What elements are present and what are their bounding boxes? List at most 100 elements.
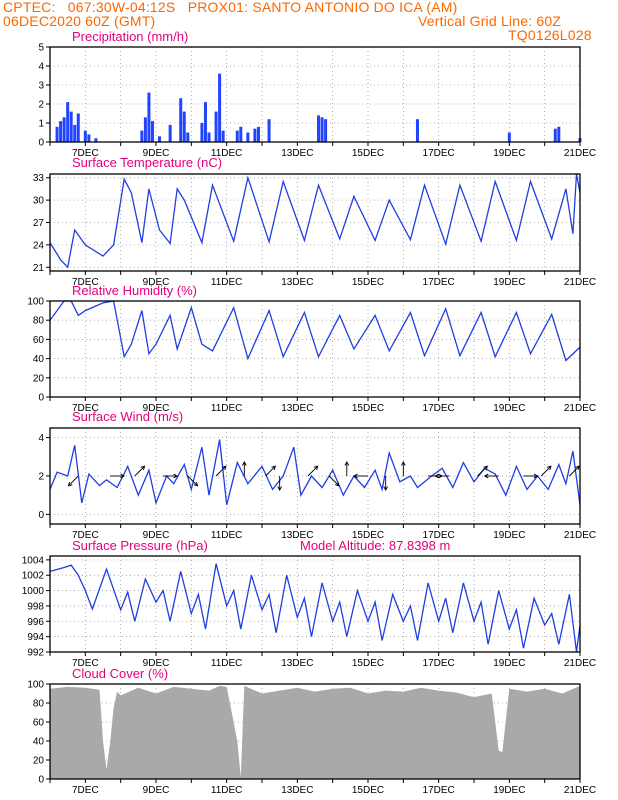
x-tick-label: 7DEC xyxy=(72,277,99,288)
precip-bar xyxy=(246,132,250,142)
x-tick-label: 13DEC xyxy=(281,530,313,541)
precip-bar xyxy=(235,130,239,142)
precip-bar xyxy=(507,132,511,142)
y-tick-label: 100 xyxy=(27,680,44,691)
precip-bar xyxy=(94,138,98,142)
panel-frame xyxy=(49,555,581,653)
header-grid-note: Vertical Grid Line: 60Z xyxy=(418,13,562,29)
wind-arrow xyxy=(328,475,340,487)
precip-bar xyxy=(221,130,225,142)
wind-arrow xyxy=(134,465,145,477)
y-tick-label: 0 xyxy=(38,510,44,521)
panel-title-humidity: Relative Humidity (%) xyxy=(72,283,197,298)
y-tick-label: 20 xyxy=(33,373,45,384)
y-tick-label: 998 xyxy=(27,601,44,612)
y-tick-label: 3 xyxy=(38,81,44,92)
wind-arrow xyxy=(307,465,319,477)
x-tick-label: 19DEC xyxy=(493,530,525,541)
x-tick-label: 11DEC xyxy=(211,277,243,288)
precip-bar xyxy=(55,126,59,142)
wind-arrow xyxy=(540,465,552,477)
x-tick-label: 15DEC xyxy=(352,530,384,541)
precip-bar xyxy=(76,113,80,142)
y-tick-label: 60 xyxy=(33,335,45,346)
panel-title-pressure: Surface Pressure (hPa) xyxy=(72,538,208,553)
wind-arrow-head xyxy=(483,473,489,479)
precip-bar xyxy=(66,102,70,142)
y-tick-label: 996 xyxy=(27,617,44,628)
y-tick-label: 27 xyxy=(33,218,45,229)
precip-bar xyxy=(214,111,218,142)
panel-frame xyxy=(49,46,581,143)
x-tick-label: 9DEC xyxy=(143,403,170,414)
precip-bar xyxy=(143,117,147,142)
series-line xyxy=(49,439,581,506)
x-tick-label: 21DEC xyxy=(564,403,596,414)
y-tick-label: 0 xyxy=(38,138,44,149)
cloud-cover-area xyxy=(50,685,580,779)
panel-frame xyxy=(49,300,581,398)
wind-arrow-head xyxy=(344,461,350,466)
x-tick-label: 17DEC xyxy=(423,277,455,288)
precip-bar xyxy=(557,126,561,142)
precip-bar xyxy=(218,73,222,142)
x-tick-label: 9DEC xyxy=(143,658,170,669)
x-tick-label: 17DEC xyxy=(423,148,455,159)
precip-bar xyxy=(168,124,172,142)
x-tick-label: 9DEC xyxy=(143,785,170,796)
precip-bar xyxy=(253,128,257,142)
x-tick-label: 13DEC xyxy=(281,658,313,669)
x-tick-label: 13DEC xyxy=(281,148,313,159)
y-tick-label: 40 xyxy=(33,737,45,748)
y-tick-label: 1004 xyxy=(22,555,45,566)
wind-arrow-head xyxy=(401,461,406,466)
precip-bar xyxy=(324,119,328,142)
header-date: 06DEC2020 60Z (GMT) xyxy=(3,13,156,29)
precip-bar xyxy=(87,134,91,142)
x-tick-label: 7DEC xyxy=(72,403,99,414)
y-tick-label: 4 xyxy=(38,433,44,444)
precip-bar xyxy=(553,128,557,142)
panel-title-precipitation: Precipitation (mm/h) xyxy=(72,29,189,44)
precip-bar xyxy=(83,130,87,142)
wind-arrow-head xyxy=(221,465,227,471)
wind-arrow-head xyxy=(575,465,580,471)
precip-bar xyxy=(69,111,73,142)
y-tick-label: 1002 xyxy=(22,571,45,582)
wind-arrow-head xyxy=(353,473,358,479)
precip-bar xyxy=(415,119,419,142)
panel-title-temperature: Surface Temperature (nC) xyxy=(72,155,223,170)
y-tick-label: 40 xyxy=(33,354,45,365)
x-tick-label: 21DEC xyxy=(564,658,596,669)
y-tick-label: 21 xyxy=(33,263,45,274)
y-tick-label: 33 xyxy=(33,173,45,184)
precip-bar xyxy=(179,98,183,142)
x-tick-label: 7DEC xyxy=(72,785,99,796)
x-tick-label: 17DEC xyxy=(423,530,455,541)
wind-arrow-head xyxy=(277,486,282,491)
panel-frame xyxy=(49,683,581,780)
y-tick-label: 30 xyxy=(33,196,45,207)
x-tick-label: 7DEC xyxy=(72,530,99,541)
x-tick-label: 19DEC xyxy=(493,277,525,288)
x-tick-label: 19DEC xyxy=(493,658,525,669)
x-tick-label: 11DEC xyxy=(211,530,243,541)
x-tick-label: 9DEC xyxy=(143,148,170,159)
series-line xyxy=(49,173,581,269)
x-tick-label: 17DEC xyxy=(423,403,455,414)
y-tick-label: 994 xyxy=(27,632,44,643)
precip-bar xyxy=(150,121,154,142)
series-line xyxy=(49,300,581,362)
precip-bar xyxy=(317,115,321,142)
precip-bar xyxy=(140,130,144,142)
x-tick-label: 9DEC xyxy=(143,530,170,541)
x-tick-label: 11DEC xyxy=(211,658,243,669)
x-tick-label: 11DEC xyxy=(211,785,243,796)
x-tick-label: 19DEC xyxy=(493,785,525,796)
precip-bar xyxy=(203,102,207,142)
precip-bar xyxy=(59,121,63,142)
x-tick-label: 17DEC xyxy=(423,658,455,669)
x-tick-label: 21DEC xyxy=(564,785,596,796)
precip-bar xyxy=(239,126,243,142)
